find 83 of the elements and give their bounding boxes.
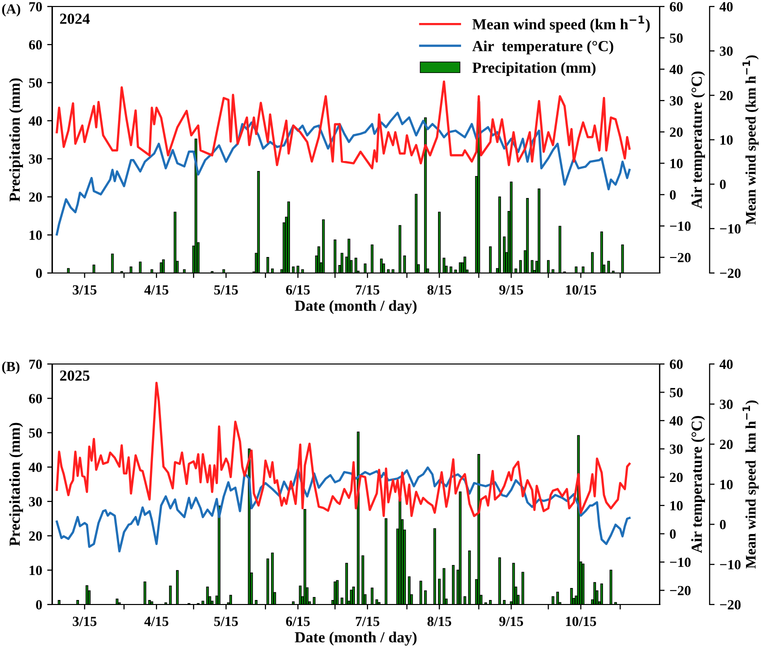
legend-label: Mean wind speed (km h$^{−1}$) — [472, 16, 650, 33]
line-series — [56, 382, 631, 518]
y2-tick-label: 10 — [670, 501, 683, 510]
y2-tick-label: 20 — [670, 472, 683, 482]
y3-tick-label: 10 — [720, 480, 733, 490]
annotation: 2024 — [60, 14, 90, 24]
x-tick-label: 3/15 — [72, 285, 96, 295]
y-tick-label: 40 — [28, 462, 42, 472]
chart-title: (B) — [2, 361, 20, 374]
x-tick-label: 4/15 — [144, 285, 168, 295]
x-axis-title: Date (month / day) — [294, 300, 417, 314]
y2-tick-label: 20 — [670, 127, 683, 137]
y2-tick-label: 10 — [670, 158, 683, 168]
chart-title: (A) — [2, 4, 20, 16]
y-tick-label: 40 — [28, 116, 42, 126]
x-tick-label: 5/15 — [214, 285, 238, 295]
y3-tick-label: 40 — [720, 2, 733, 12]
y3-axis-title: Mean wind speed (km h$^{−1}$) — [742, 55, 759, 225]
y3-tick-label: 30 — [720, 46, 733, 56]
y2-tick-label: 30 — [670, 96, 683, 106]
y-tick-label: 20 — [29, 192, 42, 202]
y2-tick-label: −10 — [670, 558, 691, 568]
x-tick-label: 6/15 — [286, 616, 310, 626]
x-tick-label: 9/15 — [499, 285, 524, 295]
y2-tick-label: 50 — [670, 33, 683, 43]
y3-tick-label: 40 — [720, 360, 733, 369]
y-tick-label: 60 — [29, 40, 42, 50]
y-tick-label: 0 — [36, 268, 42, 278]
y2-axis-title: Air temperature (°C) — [691, 71, 705, 209]
y-tick-label: 30 — [29, 154, 42, 164]
y3-tick-label: −20 — [720, 268, 741, 278]
x-tick-label: 6/15 — [286, 285, 310, 295]
line-series — [56, 80, 631, 170]
y2-tick-label: 50 — [670, 388, 683, 398]
y2-tick-label: 0 — [670, 529, 676, 539]
x-tick-label: 8/15 — [427, 616, 452, 626]
x-tick-label: 7/15 — [356, 285, 380, 295]
x-tick-label: 5/15 — [214, 616, 238, 626]
y-tick-label: 50 — [29, 428, 42, 438]
y3-axis-title: Mean wind speed km h$^{−1}$) — [742, 400, 759, 569]
x-tick-label: 9/15 — [499, 616, 524, 626]
x-tick-label: 10/15 — [566, 616, 596, 626]
y-tick-label: 0 — [36, 600, 42, 610]
y3-tick-label: 0 — [720, 520, 726, 530]
y2-tick-label: −20 — [670, 252, 691, 262]
y-tick-label: 20 — [29, 531, 42, 541]
x-axis-title: Date (month / day) — [294, 632, 417, 646]
y3-tick-label: 20 — [720, 440, 733, 450]
y3-tick-label: −10 — [720, 560, 741, 570]
y3-tick-label: 30 — [720, 400, 733, 410]
y2-tick-label: 30 — [670, 444, 683, 454]
y2-tick-label: 40 — [670, 416, 683, 426]
y-tick-label: 10 — [30, 230, 42, 240]
legend-label: Precipitation (mm) — [472, 62, 596, 76]
y2-tick-label: −20 — [670, 586, 691, 596]
y3-tick-label: 20 — [720, 90, 733, 100]
legend-label: Air temperature (°C) — [472, 40, 614, 54]
x-tick-label: 8/15 — [427, 285, 452, 295]
y2-axis-title: Air temperature (°C) — [691, 416, 705, 554]
x-tick-label: 3/15 — [72, 616, 96, 626]
y-tick-label: 10 — [30, 566, 42, 576]
y2-tick-label: 60 — [670, 360, 683, 369]
line-series — [56, 112, 631, 236]
y-tick-label: 60 — [29, 394, 42, 404]
y-axis-title: Precipitation (mm) — [9, 78, 23, 202]
annotation: 2025 — [60, 370, 90, 381]
y3-tick-label: −20 — [720, 600, 741, 610]
y-tick-label: 70 — [29, 360, 42, 369]
y2-tick-label: −10 — [670, 222, 691, 231]
y-axis-title: Precipitation (mm) — [9, 422, 23, 546]
y3-tick-label: 10 — [720, 135, 733, 145]
y2-tick-label: 0 — [670, 190, 676, 200]
y2-tick-label: 40 — [670, 64, 683, 74]
x-tick-label: 4/15 — [144, 616, 168, 626]
y-tick-label: 30 — [29, 497, 42, 506]
x-tick-label: 7/15 — [356, 616, 380, 626]
line-series — [56, 466, 631, 552]
y-tick-label: 50 — [29, 78, 42, 88]
y3-tick-label: 0 — [720, 180, 726, 190]
y2-tick-label: 60 — [670, 2, 683, 12]
y-tick-label: 70 — [29, 2, 42, 12]
x-tick-label: 10/15 — [566, 285, 596, 295]
y3-tick-label: −10 — [720, 224, 741, 234]
